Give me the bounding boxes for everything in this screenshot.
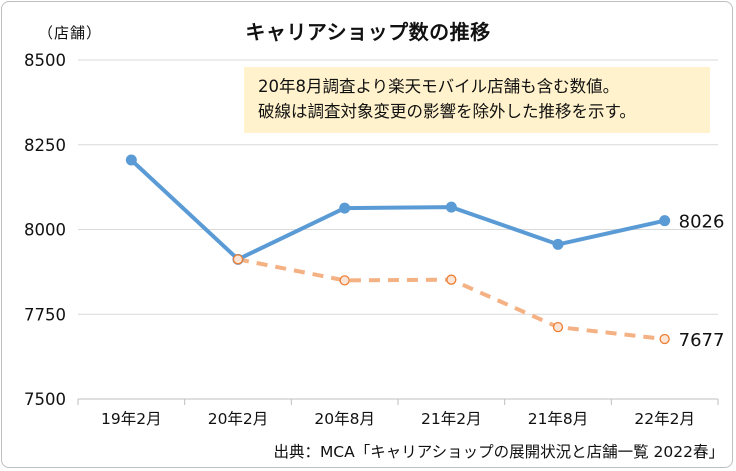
- series-1-point: [445, 201, 457, 213]
- series-2-point: [339, 275, 350, 286]
- x-tick-label: 19年2月: [101, 410, 162, 428]
- end-labels: 8026 7677: [679, 212, 725, 351]
- y-axis-ticks: 7500 7750 8000 8250 8500: [24, 51, 66, 409]
- annotation-line-2: 破線は調査対象変更の影響を除外した推移を示す。: [258, 102, 636, 121]
- x-tick-label: 20年2月: [208, 410, 269, 428]
- series-points: [125, 154, 671, 345]
- series-1-point: [125, 154, 137, 166]
- series-1-point: [659, 215, 671, 227]
- series-lines: [129, 158, 667, 341]
- x-tick-label: 21年8月: [528, 410, 589, 428]
- annotation-line-1: 20年8月調査より楽天モバイル店舗も含む数値。: [258, 77, 620, 96]
- x-axis-ticks: 19年2月 20年2月 20年8月 21年2月 21年8月 22年2月: [77, 399, 719, 428]
- series-line-2: [237, 257, 665, 341]
- x-tick-label: 21年2月: [421, 410, 482, 428]
- y-tick-label: 7500: [24, 390, 66, 409]
- series-2-point: [446, 274, 457, 285]
- series-line-1: [129, 158, 667, 262]
- y-tick-label: 8500: [24, 51, 66, 70]
- y-tick-label: 7750: [24, 305, 66, 324]
- x-tick-label: 22年2月: [634, 410, 695, 428]
- y-axis-unit-label: （店舗）: [38, 24, 103, 42]
- annotation-box: 20年8月調査より楽天モバイル店舗も含む数値。 破線は調査対象変更の影響を除外し…: [244, 67, 710, 133]
- series-2-point: [552, 321, 564, 333]
- series-1-point: [552, 238, 564, 250]
- source-note: 出典：MCA「キャリアショップの展開状況と店舗一覧 2022春」: [273, 443, 724, 461]
- series-1-point: [339, 202, 351, 214]
- series-2-point: [659, 333, 670, 345]
- series-1-end-label: 8026: [679, 212, 725, 233]
- y-tick-label: 8000: [24, 221, 66, 240]
- y-tick-label: 8250: [24, 136, 66, 155]
- series-2-end-label: 7677: [679, 330, 725, 351]
- series-2-point: [232, 254, 244, 265]
- x-tick-label: 20年8月: [314, 410, 375, 428]
- chart-title: キャリアショップ数の推移: [245, 20, 491, 44]
